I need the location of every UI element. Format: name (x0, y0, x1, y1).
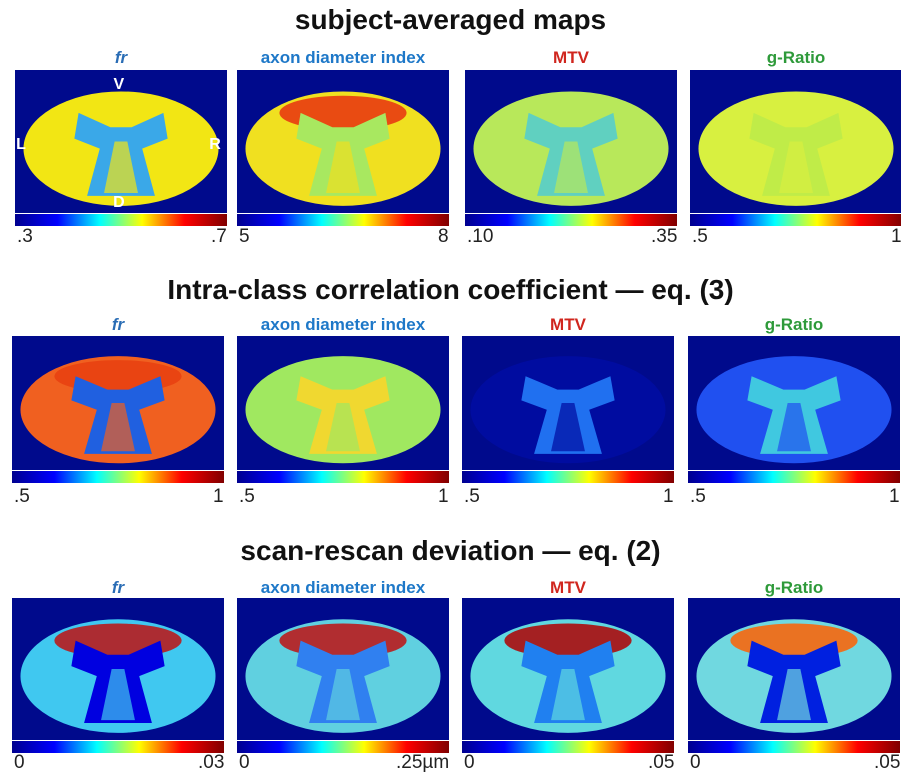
row-title: subject-averaged maps (0, 4, 901, 36)
colorbar (15, 214, 227, 226)
orientation-label: L (16, 136, 26, 153)
map-image (237, 598, 449, 753)
map-image (462, 598, 674, 753)
colorbar (237, 214, 449, 226)
map-image (12, 598, 224, 753)
colorbar-max: .35 (651, 226, 677, 248)
colorbar-max: .7 (211, 226, 227, 248)
map-region (279, 624, 406, 658)
colorbar (12, 471, 224, 483)
panel-label: MTV (465, 48, 677, 68)
colorbar (688, 471, 900, 483)
map-region (54, 624, 181, 658)
colorbar (462, 471, 674, 483)
map-image (237, 336, 449, 483)
panel-label: MTV (462, 315, 674, 335)
panel-label: MTV (462, 578, 674, 598)
colorbar (688, 741, 900, 753)
panel-label: g-Ratio (690, 48, 901, 68)
colorbar-min: .10 (467, 226, 493, 248)
map-image: V L R D (15, 70, 227, 226)
colorbar (237, 471, 449, 483)
colorbar-min: 0 (690, 752, 701, 774)
orientation-label: R (209, 136, 221, 153)
colorbar-min: .5 (692, 226, 708, 248)
row-title: Intra-class correlation coefficient — eq… (0, 274, 901, 306)
colorbar (465, 214, 677, 226)
colorbar-max: 1 (891, 226, 901, 248)
figure: {"rows": [ {"title": "subject-averaged m… (0, 0, 901, 779)
map-region (54, 360, 181, 392)
map-region (504, 624, 631, 658)
colorbar-max: 1 (889, 486, 900, 508)
map-image (462, 336, 674, 483)
orientation-label: V (114, 76, 125, 93)
colorbar-min: .5 (239, 486, 255, 508)
colorbar-max: 8 (438, 226, 449, 248)
panel-label: axon diameter index (237, 578, 449, 598)
map-image (690, 70, 901, 226)
colorbar (12, 741, 224, 753)
colorbar-max: 1 (663, 486, 674, 508)
orientation-label: D (113, 194, 125, 211)
colorbar-max: 1 (438, 486, 449, 508)
panel-label: fr (15, 48, 227, 68)
panel-label: fr (12, 578, 224, 598)
panel-label: g-Ratio (688, 578, 900, 598)
colorbar-min: 0 (14, 752, 25, 774)
colorbar-min: .5 (464, 486, 480, 508)
colorbar-min: .5 (14, 486, 30, 508)
map-region (279, 96, 406, 130)
panel-label: axon diameter index (237, 315, 449, 335)
row-title: scan-rescan deviation — eq. (2) (0, 535, 901, 567)
colorbar-min: .5 (690, 486, 706, 508)
colorbar (462, 741, 674, 753)
colorbar-min: 0 (464, 752, 475, 774)
map-image (12, 336, 224, 483)
colorbar-max: .03 (198, 752, 224, 774)
colorbar-max: .05 (874, 752, 900, 774)
colorbar-max: .25µm (396, 752, 449, 774)
colorbar-max: 1 (213, 486, 224, 508)
colorbar-min: 5 (239, 226, 250, 248)
map-region (730, 624, 857, 658)
colorbar (690, 214, 901, 226)
panel-label: fr (12, 315, 224, 335)
map-image (688, 598, 900, 753)
panel-label: g-Ratio (688, 315, 900, 335)
colorbar-min: 0 (239, 752, 250, 774)
map-image (237, 70, 449, 226)
colorbar-max: .05 (648, 752, 674, 774)
map-image (688, 336, 900, 483)
colorbar-min: .3 (17, 226, 33, 248)
map-image (465, 70, 677, 226)
panel-label: axon diameter index (237, 48, 449, 68)
